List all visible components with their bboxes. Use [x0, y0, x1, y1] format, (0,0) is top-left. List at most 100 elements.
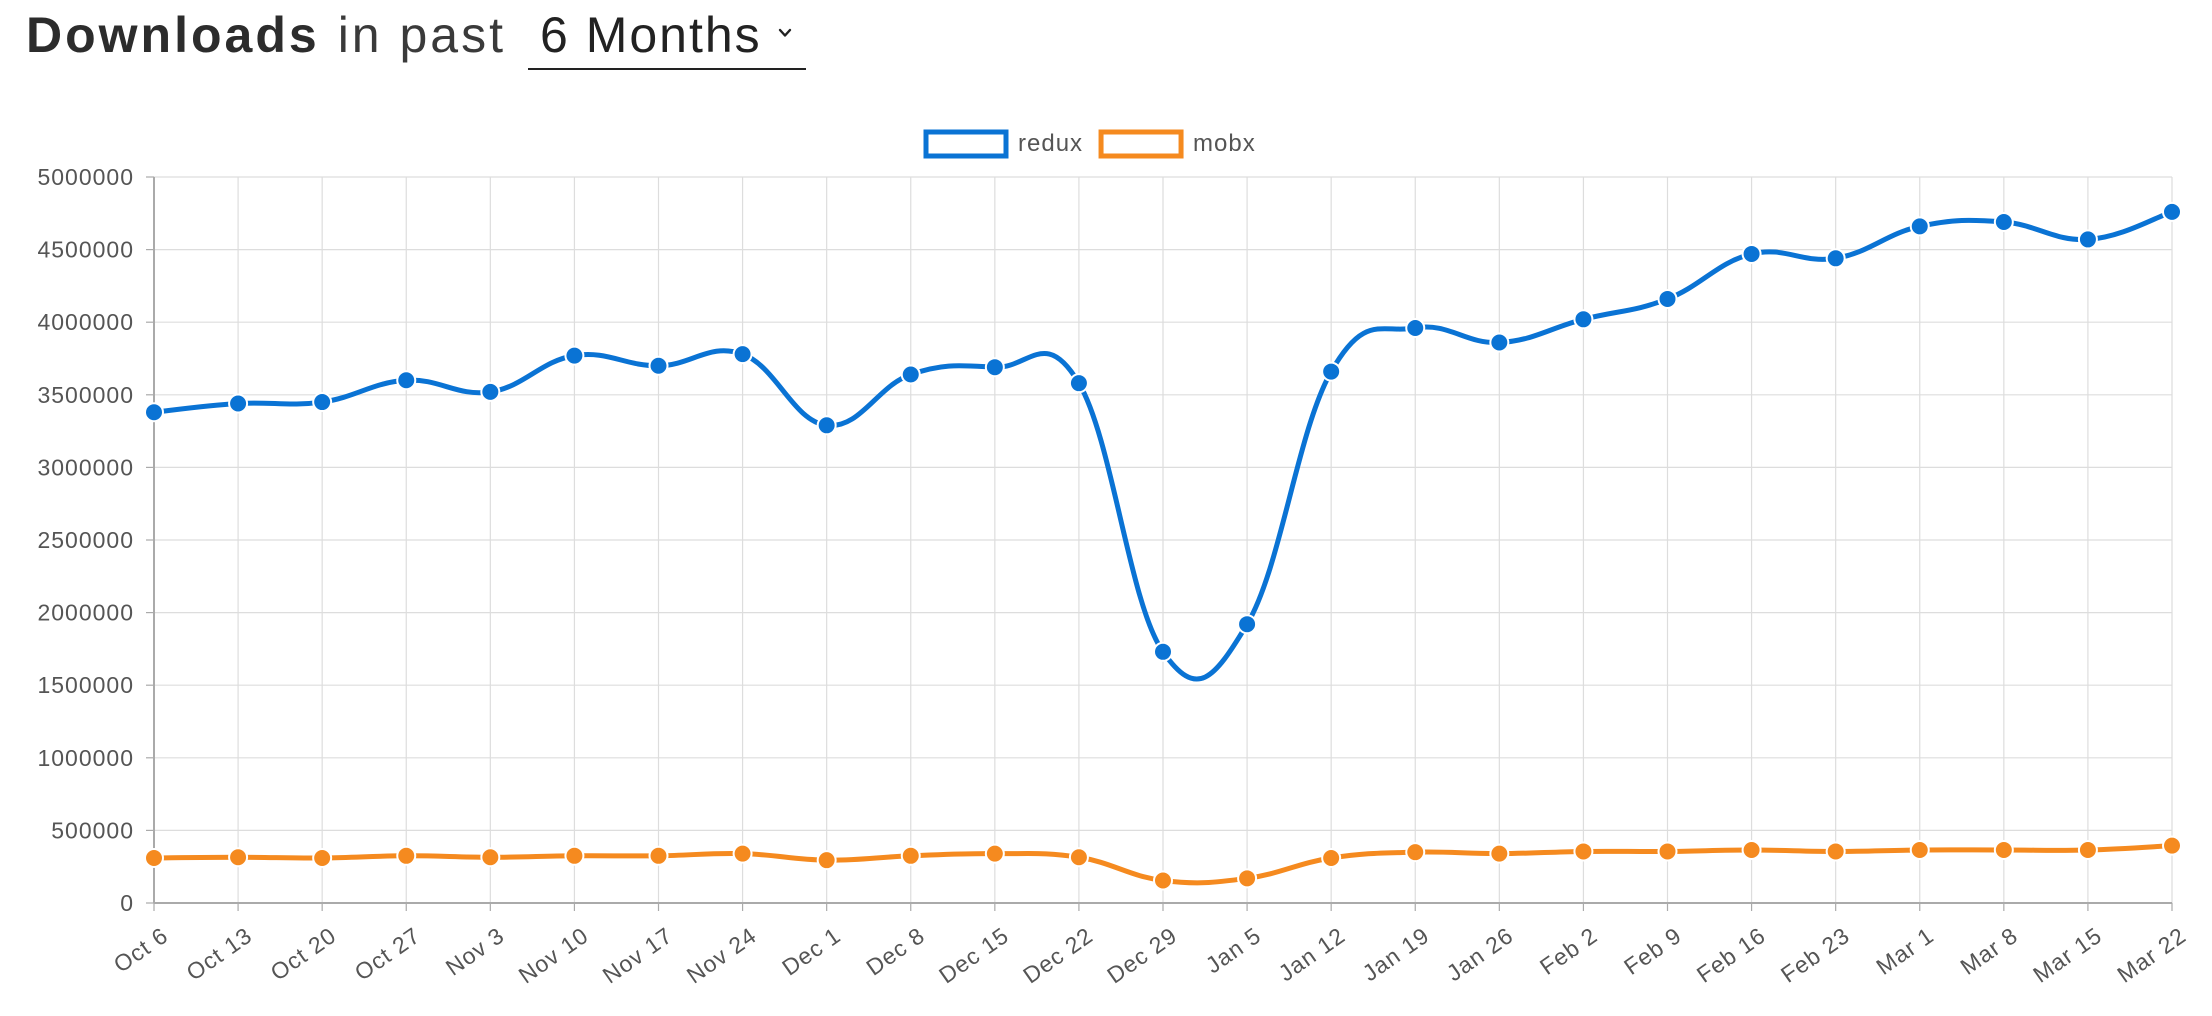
chart-series: [144, 201, 2182, 891]
header-title-downloads: Downloads: [26, 7, 320, 63]
x-tick-label: Mar 15: [2028, 922, 2106, 988]
data-point-redux: [816, 415, 837, 436]
data-point-mobx: [1237, 868, 1258, 889]
data-point-mobx: [1825, 841, 1846, 862]
y-tick-label: 4000000: [37, 309, 134, 335]
data-point-redux: [984, 357, 1005, 378]
x-tick-label: Oct 6: [109, 922, 173, 978]
legend-label-mobx: mobx: [1193, 130, 1256, 157]
x-tick-label: Dec 15: [934, 922, 1014, 989]
data-point-redux: [1825, 248, 1846, 269]
y-tick-label: 3500000: [37, 382, 134, 408]
period-select-value: 6 Months: [540, 7, 762, 63]
data-point-mobx: [1573, 841, 1594, 862]
data-point-mobx: [1741, 840, 1762, 861]
chevron-down-icon: [778, 26, 792, 40]
y-tick-label: 0: [120, 890, 134, 916]
y-tick-label: 1000000: [37, 745, 134, 771]
data-point-redux: [1068, 373, 1089, 394]
x-tick-label: Oct 13: [182, 922, 257, 986]
data-point-redux: [900, 364, 921, 385]
x-tick-label: Oct 20: [266, 922, 341, 986]
y-tick-label: 2500000: [37, 527, 134, 553]
data-point-redux: [1405, 318, 1426, 339]
x-tick-label: Nov 17: [598, 922, 678, 989]
x-tick-label: Feb 23: [1776, 922, 1854, 988]
downloads-header: Downloads in past 6 Months: [26, 6, 806, 76]
x-tick-label: Nov 10: [514, 922, 594, 989]
data-point-redux: [1909, 216, 1930, 237]
data-point-mobx: [1489, 843, 1510, 864]
x-tick-label: Dec 8: [861, 922, 929, 981]
legend-swatch-redux: [923, 129, 1009, 159]
data-point-redux: [144, 402, 164, 423]
y-tick-label: 3000000: [37, 454, 134, 480]
data-point-mobx: [564, 845, 585, 866]
x-tick-label: Nov 24: [682, 922, 762, 989]
x-tick-label: Feb 2: [1535, 922, 1602, 980]
data-point-redux: [648, 355, 669, 376]
data-point-mobx: [1909, 840, 1930, 861]
data-point-mobx: [144, 847, 164, 868]
legend-swatch-mobx: [1098, 129, 1184, 159]
x-tick-label: Dec 1: [777, 922, 845, 981]
data-point-mobx: [2077, 840, 2098, 861]
x-tick-label: Dec 29: [1102, 922, 1182, 989]
y-tick-label: 5000000: [37, 164, 134, 190]
data-point-redux: [1153, 641, 1173, 662]
x-tick-label: Mar 22: [2112, 922, 2190, 988]
data-point-mobx: [732, 843, 753, 864]
data-point-redux: [228, 393, 249, 414]
x-tick-label: Oct 27: [350, 922, 425, 986]
x-tick-label: Mar 8: [1955, 922, 2022, 980]
data-point-mobx: [1657, 841, 1678, 862]
data-point-redux: [312, 392, 333, 413]
data-point-mobx: [900, 845, 921, 866]
x-tick-label: Dec 22: [1018, 922, 1098, 989]
x-tick-label: Feb 9: [1619, 922, 1686, 980]
chart-legend: redux mobx: [923, 129, 1256, 159]
chart-grid: [154, 176, 2173, 903]
legend-item-redux: redux: [923, 129, 1083, 159]
x-tick-label: Jan 5: [1201, 922, 1266, 978]
y-tick-label: 4500000: [37, 237, 134, 263]
series-mobx: [144, 835, 2182, 891]
y-tick-label: 500000: [51, 817, 134, 843]
header-title-in-past: in past: [337, 7, 507, 63]
data-point-mobx: [984, 843, 1005, 864]
data-point-redux: [1489, 332, 1510, 353]
data-point-mobx: [1405, 842, 1426, 863]
legend-label-redux: redux: [1018, 130, 1083, 157]
x-tick-label: Nov 3: [441, 922, 509, 981]
data-point-redux: [1573, 309, 1594, 330]
y-tick-label: 2000000: [37, 600, 134, 626]
data-point-mobx: [1321, 847, 1342, 868]
data-point-mobx: [1993, 840, 2014, 861]
data-point-redux: [2162, 201, 2182, 222]
data-point-mobx: [1153, 870, 1173, 891]
legend-item-mobx: mobx: [1098, 129, 1256, 159]
y-tick-label: 1500000: [37, 672, 134, 698]
data-point-redux: [396, 370, 417, 391]
data-point-mobx: [228, 847, 249, 868]
data-point-redux: [732, 344, 753, 365]
x-tick-label: Jan 12: [1274, 922, 1350, 986]
data-point-redux: [480, 381, 501, 402]
data-point-mobx: [1068, 847, 1089, 868]
data-point-redux: [1741, 243, 1762, 264]
data-point-mobx: [480, 847, 501, 868]
x-tick-label: Mar 1: [1871, 922, 1938, 980]
data-point-mobx: [2162, 835, 2182, 856]
series-redux: [144, 201, 2182, 682]
data-point-mobx: [312, 847, 333, 868]
period-select-dropdown[interactable]: 6 Months: [528, 6, 806, 70]
data-point-redux: [1321, 361, 1342, 382]
data-point-redux: [2077, 229, 2098, 250]
data-point-mobx: [816, 850, 837, 871]
data-point-redux: [564, 345, 585, 366]
data-point-redux: [1993, 212, 2014, 233]
x-tick-label: Feb 16: [1692, 922, 1770, 988]
data-point-redux: [1237, 614, 1258, 635]
data-point-redux: [1657, 288, 1678, 309]
